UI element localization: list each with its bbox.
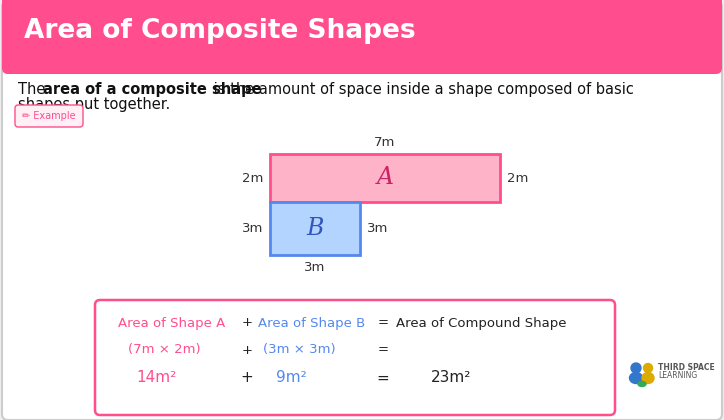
Ellipse shape <box>638 381 646 386</box>
Text: A: A <box>376 166 394 189</box>
Circle shape <box>644 363 652 373</box>
Text: 3m: 3m <box>367 222 388 235</box>
Text: THIRD SPACE: THIRD SPACE <box>658 363 715 373</box>
Text: 3m: 3m <box>242 222 263 235</box>
Text: =: = <box>377 344 389 357</box>
Circle shape <box>631 363 641 373</box>
Bar <box>270 154 500 202</box>
Text: ✏ Example: ✏ Example <box>22 111 75 121</box>
Ellipse shape <box>642 373 654 383</box>
Bar <box>270 202 360 255</box>
Text: +: + <box>242 317 253 330</box>
Text: is the amount of space inside a shape composed of basic: is the amount of space inside a shape co… <box>209 82 634 97</box>
Text: 9m²: 9m² <box>276 370 307 386</box>
Text: 7m: 7m <box>374 136 396 149</box>
Text: (7m × 2m): (7m × 2m) <box>128 344 201 357</box>
Text: shapes put together.: shapes put together. <box>18 97 170 112</box>
Text: The: The <box>18 82 50 97</box>
Text: 3m: 3m <box>304 261 326 274</box>
Text: LEARNING: LEARNING <box>658 372 697 381</box>
Text: +: + <box>242 344 253 357</box>
Text: =: = <box>377 317 389 330</box>
FancyBboxPatch shape <box>15 105 83 127</box>
Text: Area of Compound Shape: Area of Compound Shape <box>396 317 566 330</box>
Text: =: = <box>376 370 390 386</box>
Text: B: B <box>306 217 324 240</box>
Text: Area of Shape A: Area of Shape A <box>118 317 225 330</box>
Text: +: + <box>240 370 253 386</box>
Text: 2m: 2m <box>242 171 263 184</box>
Text: Area of Shape B: Area of Shape B <box>258 317 365 330</box>
FancyBboxPatch shape <box>95 300 615 415</box>
FancyBboxPatch shape <box>2 0 722 74</box>
Text: 23m²: 23m² <box>431 370 471 386</box>
Ellipse shape <box>629 373 642 383</box>
Text: Area of Composite Shapes: Area of Composite Shapes <box>24 18 416 44</box>
Text: (3m × 3m): (3m × 3m) <box>263 344 336 357</box>
Text: area of a composite shape: area of a composite shape <box>43 82 261 97</box>
Text: 2m: 2m <box>507 171 529 184</box>
Text: 14m²: 14m² <box>136 370 176 386</box>
Bar <box>8 53 716 68</box>
